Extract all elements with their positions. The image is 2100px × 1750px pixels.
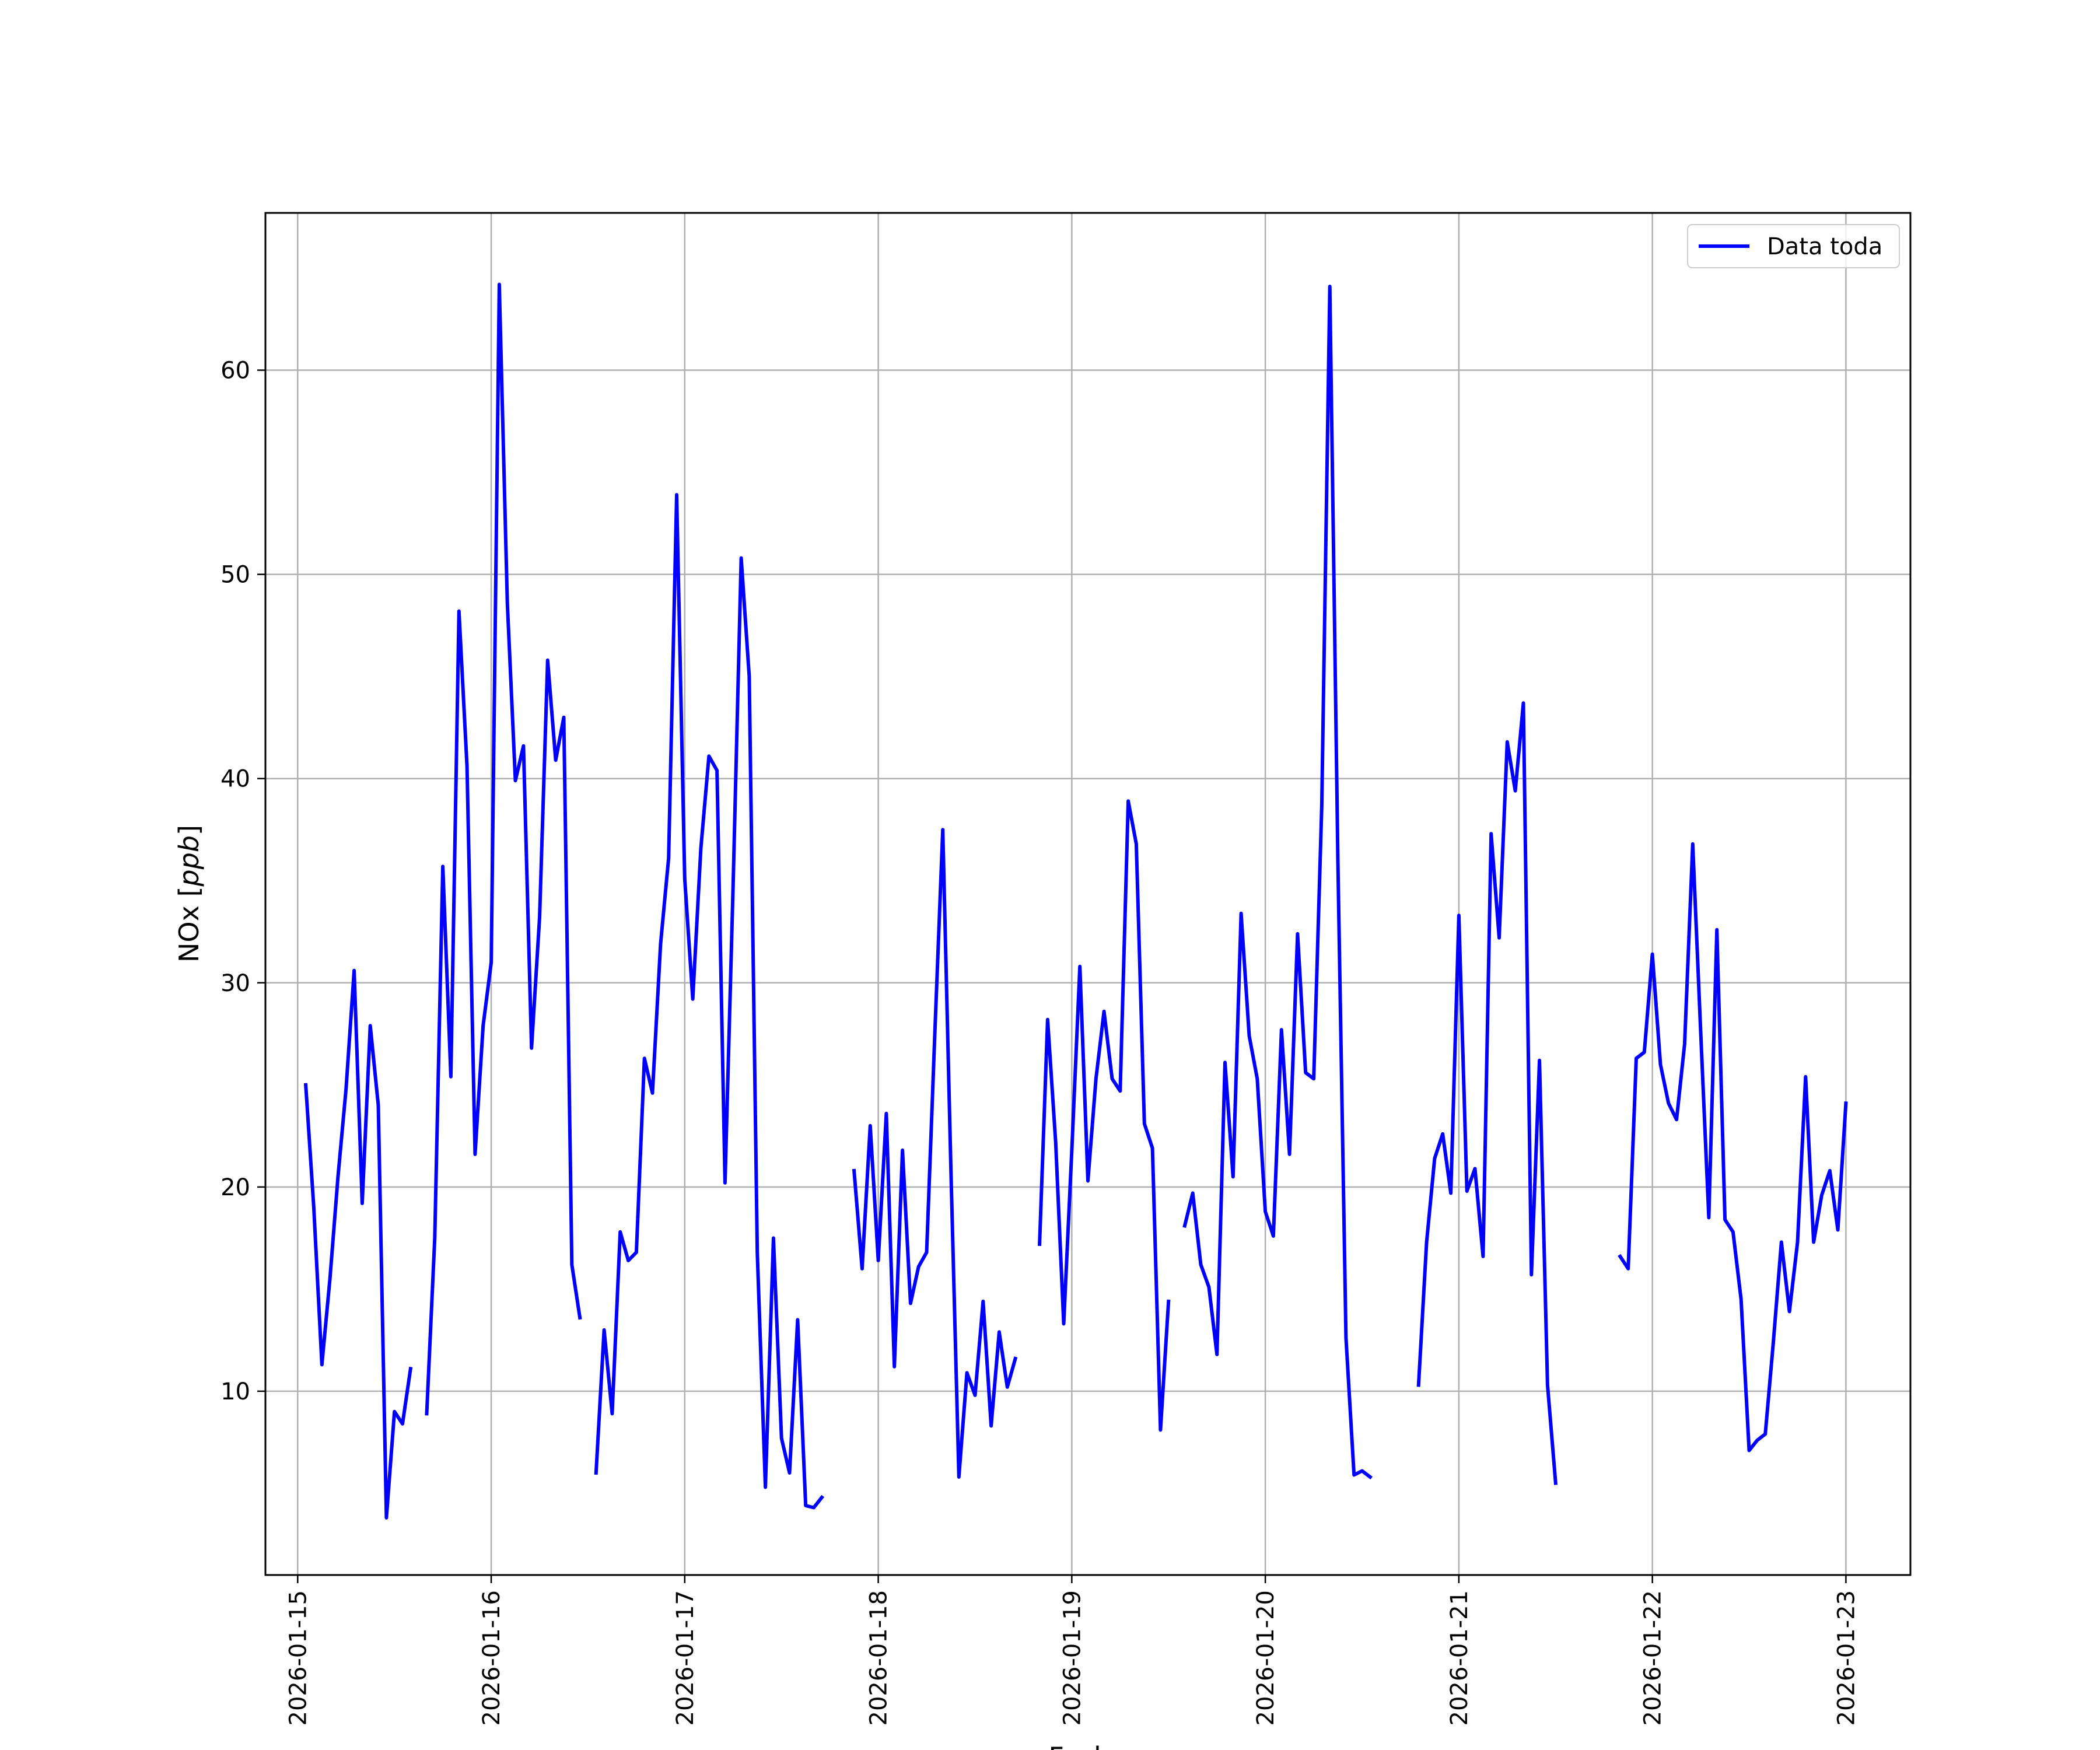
series-line-segment [1416,701,1558,1485]
series-line-segment [1037,799,1171,1432]
series-layer [303,282,1848,1520]
x-tick-label: 2026-01-23 [1833,1590,1860,1726]
series-line-segment [303,968,413,1520]
y-axis-label-unit: ppb [173,835,205,887]
x-axis-label: Fecha [1049,1741,1128,1750]
legend: Data toda [1687,224,1900,268]
x-tick-label: 2026-01-15 [285,1590,312,1726]
y-gridlines [265,369,1910,1392]
legend-label-data-toda: Data toda [1767,233,1882,260]
y-axis-label: NOx [ppb] [173,825,205,963]
y-tick-label: 10 [220,1378,250,1405]
x-tick-label: 2026-01-17 [672,1590,699,1726]
x-tick-label: 2026-01-21 [1446,1590,1473,1726]
legend-box [1687,224,1900,268]
x-tick-label: 2026-01-19 [1059,1590,1086,1726]
y-tick-label: 30 [220,970,250,997]
y-axis-ticks: 10 20 30 40 50 60 [220,358,265,1405]
y-tick-label: 60 [220,358,250,384]
y-axis-label-suffix: ] [173,825,205,835]
plot-area-frame [264,212,1912,1576]
series-line-segment [425,282,582,1416]
x-tick-label: 2026-01-16 [478,1590,505,1726]
y-tick-label: 20 [220,1174,250,1201]
x-tick-label: 2026-01-20 [1252,1590,1279,1726]
x-tick-label: 2026-01-18 [866,1590,892,1726]
series-line-segment [1182,285,1373,1480]
series-line-segment [594,493,825,1510]
y-tick-label: 50 [220,562,250,589]
series-line-segment [852,828,1018,1479]
y-axis-label-prefix: NOx [ [173,887,205,963]
plot-area-background [265,213,1910,1575]
x-axis-ticks: 2026-01-15 2026-01-16 2026-01-17 2026-01-18… [285,1575,1860,1726]
y-tick-label: 40 [220,766,250,793]
x-tick-label: 2026-01-22 [1640,1590,1667,1726]
series-line-segment [1618,842,1848,1452]
